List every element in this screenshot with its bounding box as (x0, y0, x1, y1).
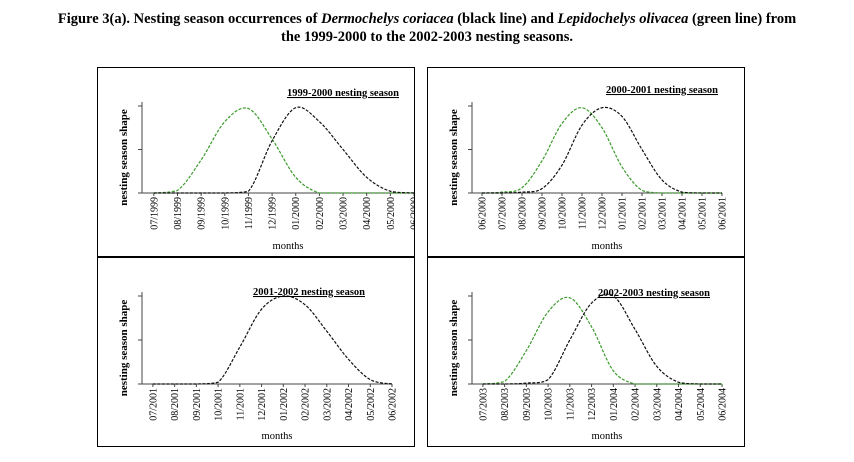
x-tick-label: 09/2000 (538, 197, 549, 230)
caption-prefix: Figure 3(a). Nesting season occurrences … (57, 11, 322, 27)
x-tick-label: 10/1999 (220, 197, 231, 230)
x-tick-label: 11/1999 (244, 197, 255, 229)
x-tick-label: 12/2001 (257, 388, 268, 421)
x-tick-label: 08/2003 (500, 388, 511, 421)
x-tick-label: 07/2000 (498, 197, 509, 230)
series-line-black (153, 106, 414, 194)
x-tick-label: 03/2000 (339, 197, 350, 230)
x-tick-label: 09/2001 (192, 388, 203, 421)
chart-panel-2000-2001: 06/2000 07/2000 08/2000 09/2000 10/2000 11/20… (427, 67, 745, 257)
series-line-black (482, 293, 722, 385)
x-tick-label: 03/2001 (658, 197, 669, 230)
x-tick-label: 04/2001 (678, 197, 689, 230)
x-tick-label: 08/2000 (518, 197, 529, 230)
x-tick-label: 02/2000 (315, 197, 326, 230)
x-tick-label: 03/2002 (322, 388, 333, 421)
chart-svg-2001-2002: 07/2001 08/2001 09/2001 10/2001 11/2001 12/20… (118, 287, 399, 442)
x-tick-label: 06/2000 (478, 197, 489, 230)
x-tick-label: 05/2002 (366, 388, 377, 421)
x-tick-label: 06/2001 (718, 197, 729, 230)
x-tick-label: 12/2003 (587, 388, 598, 421)
series-line-green (481, 107, 722, 194)
x-tick-label: 10/2000 (558, 197, 569, 230)
x-tick-label: 02/2002 (301, 388, 312, 421)
x-axis-label: months (273, 241, 304, 252)
x-tick-label: 08/2001 (170, 388, 181, 421)
chart-title: 2002-2003 nesting season (598, 288, 710, 299)
chart-panel-1999-2000: 07/1999 08/1999 09/1999 10/1999 11/1999 12/19… (97, 67, 415, 257)
x-tick-label: 04/2002 (344, 388, 355, 421)
series-line-green (482, 296, 722, 385)
x-tick-label: 07/1999 (149, 197, 160, 230)
x-tick-label: 11/2001 (235, 388, 246, 420)
x-tick-label: 04/2004 (674, 388, 685, 421)
series-line-black (152, 295, 393, 385)
caption-species-2: Lepidochelys olivacea (557, 11, 689, 27)
y-axis-label: nesting season shape (118, 300, 130, 397)
x-tick-label: 02/2001 (638, 197, 649, 230)
caption-mid-1: (black line) and (453, 11, 558, 27)
x-tick-label: 06/2000 (410, 197, 415, 230)
x-tick-label: 03/2004 (652, 388, 663, 421)
x-tick-label: 08/1999 (173, 197, 184, 230)
x-tick-label: 01/2001 (618, 197, 629, 230)
x-tick-label: 01/2002 (279, 388, 290, 421)
x-tick-label: 07/2001 (148, 388, 159, 421)
x-axis-label: months (592, 241, 623, 252)
x-tick-label: 11/2000 (578, 197, 589, 229)
x-tick-label: 12/2000 (598, 197, 609, 230)
y-axis-label: nesting season shape (448, 109, 460, 206)
x-tick-label: 01/2004 (609, 388, 620, 421)
y-axis-label: nesting season shape (118, 109, 130, 206)
x-tick-label: 10/2001 (214, 388, 225, 421)
chart-svg-2000-2001: 06/2000 07/2000 08/2000 09/2000 10/2000 11/20… (448, 85, 729, 252)
series-line-black (481, 106, 722, 194)
chart-panel-2002-2003: 07/2003 08/2003 09/2003 10/2003 11/2003 12/20… (427, 257, 745, 447)
y-axis-label: nesting season shape (448, 300, 460, 397)
x-tick-label: 06/2004 (718, 388, 729, 421)
x-tick-label: 10/2003 (544, 388, 555, 421)
figure-caption: Figure 3(a). Nesting season occurrences … (0, 10, 854, 46)
x-tick-label: 06/2002 (388, 388, 399, 421)
x-tick-label: 01/2000 (291, 197, 302, 230)
x-tick-label: 09/1999 (197, 197, 208, 230)
x-tick-label: 04/2000 (362, 197, 373, 230)
chart-panel-2001-2002: 07/2001 08/2001 09/2001 10/2001 11/2001 12/20… (97, 257, 415, 447)
series-line-green (153, 107, 414, 194)
chart-title: 2000-2001 nesting season (606, 85, 718, 96)
x-axis-label: months (262, 431, 293, 442)
caption-line-2: the 1999-2000 to the 2002-2003 nesting s… (280, 29, 573, 45)
x-tick-label: 05/2004 (696, 388, 707, 421)
x-tick-label: 09/2003 (522, 388, 533, 421)
chart-svg-2002-2003: 07/2003 08/2003 09/2003 10/2003 11/2003 12/20… (448, 288, 729, 442)
caption-mid-2: (green line) from (688, 11, 797, 27)
x-tick-label: 05/2001 (698, 197, 709, 230)
chart-svg-1999-2000: 07/1999 08/1999 09/1999 10/1999 11/1999 12/19… (118, 88, 415, 252)
x-tick-label: 07/2003 (478, 388, 489, 421)
x-tick-label: 12/1999 (268, 197, 279, 230)
x-tick-label: 11/2003 (565, 388, 576, 420)
caption-species-1: Dermochelys coriacea (321, 11, 454, 27)
x-axis-label: months (592, 431, 623, 442)
caption-line-1: Figure 3(a). Nesting season occurrences … (0, 10, 854, 28)
chart-title: 1999-2000 nesting season (287, 88, 399, 99)
x-tick-label: 05/2000 (386, 197, 397, 230)
chart-title: 2001-2002 nesting season (253, 287, 365, 298)
x-tick-label: 02/2004 (631, 388, 642, 421)
